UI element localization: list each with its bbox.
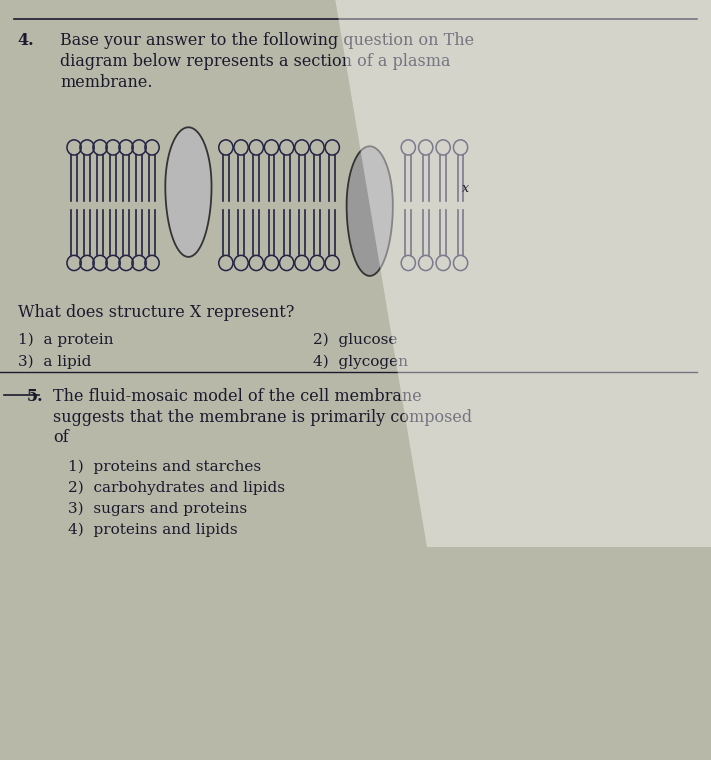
Text: diagram below represents a section of a plasma: diagram below represents a section of a … — [60, 53, 451, 70]
Polygon shape — [334, 0, 711, 547]
Polygon shape — [347, 146, 392, 276]
Text: Base your answer to the following question on The: Base your answer to the following questi… — [60, 32, 474, 49]
Text: 4)  proteins and lipids: 4) proteins and lipids — [68, 523, 237, 537]
Text: 1)  a protein: 1) a protein — [18, 333, 113, 347]
Text: x: x — [462, 182, 469, 195]
Text: The fluid-mosaic model of the cell membrane: The fluid-mosaic model of the cell membr… — [53, 388, 422, 404]
Text: 3)  a lipid: 3) a lipid — [18, 354, 91, 369]
Text: 4)  glycogen: 4) glycogen — [313, 354, 408, 369]
Text: What does structure X represent?: What does structure X represent? — [18, 304, 294, 321]
Text: of: of — [53, 429, 69, 446]
Polygon shape — [166, 127, 211, 257]
Text: 3)  sugars and proteins: 3) sugars and proteins — [68, 502, 247, 516]
Text: membrane.: membrane. — [60, 74, 153, 90]
Text: 5.: 5. — [26, 388, 43, 404]
Text: 4.: 4. — [18, 32, 34, 49]
Text: suggests that the membrane is primarily composed: suggests that the membrane is primarily … — [53, 409, 472, 426]
Text: 2)  glucose: 2) glucose — [313, 333, 397, 347]
Text: 2)  carbohydrates and lipids: 2) carbohydrates and lipids — [68, 481, 284, 496]
Text: 1)  proteins and starches: 1) proteins and starches — [68, 460, 261, 474]
